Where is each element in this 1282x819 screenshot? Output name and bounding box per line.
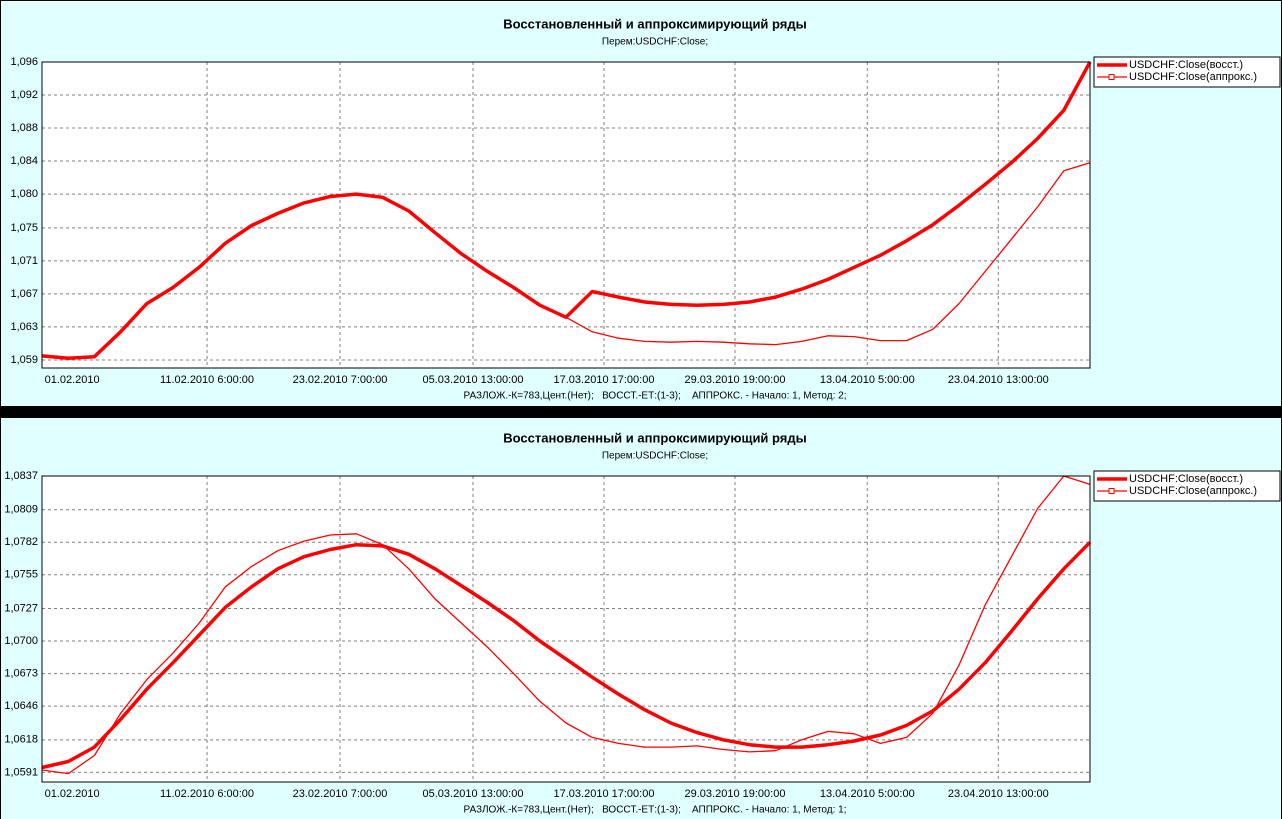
y-tick-label: 1,071 <box>10 255 38 267</box>
y-tick-label: 1,0618 <box>4 734 38 746</box>
y-tick-label: 1,084 <box>10 155 38 167</box>
plot-area <box>41 61 1091 369</box>
x-tick-label: 29.03.2010 19:00:00 <box>685 374 786 386</box>
y-tick-label: 1,080 <box>10 188 38 200</box>
x-tick-label: 05.03.2010 13:00:00 <box>423 374 524 386</box>
legend-label: USDCHF:Close(восст.) <box>1129 59 1243 71</box>
legend <box>1093 56 1281 88</box>
legend-marker <box>1108 74 1115 80</box>
plot-border <box>41 61 1091 369</box>
chart-subtitle: Перем:USDCHF:Close; <box>602 451 708 462</box>
y-tick-label: 1,075 <box>10 222 38 234</box>
legend <box>1093 470 1281 502</box>
legend-label: USDCHF:Close(аппрокс.) <box>1129 485 1257 497</box>
y-tick-label: 1,096 <box>10 56 38 68</box>
x-tick-label: 23.02.2010 7:00:00 <box>293 788 388 800</box>
chart-subtitle: Перем:USDCHF:Close; <box>602 37 708 48</box>
x-tick-label: 23.04.2010 13:00:00 <box>948 374 1049 386</box>
x-tick-label: 01.02.2010 <box>45 788 100 800</box>
y-tick-label: 1,0700 <box>4 635 38 647</box>
x-tick-label: 29.03.2010 19:00:00 <box>685 788 786 800</box>
legend-label: USDCHF:Close(восст.) <box>1129 473 1243 485</box>
y-tick-label: 1,0591 <box>4 766 38 778</box>
y-tick-label: 1,0755 <box>4 569 38 581</box>
y-tick-label: 1,092 <box>10 89 38 101</box>
footer: РАЗЛОЖ.-К=783,Цент.(Нет); ВОССТ.-ЕТ:(1-3… <box>463 391 846 402</box>
series-line <box>41 162 1091 359</box>
x-tick-label: 11.02.2010 6:00:00 <box>160 374 254 386</box>
y-tick-label: 1,0809 <box>4 504 38 516</box>
x-tick-label: 17.03.2010 17:00:00 <box>554 788 655 800</box>
chart-title: Восстановленный и аппроксимирующий ряды <box>503 16 807 31</box>
y-tick-label: 1,067 <box>10 288 38 300</box>
y-tick-label: 1,0646 <box>4 700 38 712</box>
y-tick-label: 1,0837 <box>4 470 38 482</box>
y-tick-label: 1,088 <box>10 122 38 134</box>
legend-label: USDCHF:Close(аппрокс.) <box>1129 71 1257 83</box>
x-tick-label: 23.04.2010 13:00:00 <box>948 788 1049 800</box>
y-tick-label: 1,063 <box>10 321 38 333</box>
x-tick-label: 11.02.2010 6:00:00 <box>160 788 254 800</box>
x-tick-label: 13.04.2010 5:00:00 <box>820 374 915 386</box>
legend-marker <box>1108 488 1115 494</box>
footer: РАЗЛОЖ.-К=783,Цент.(Нет); ВОССТ.-ЕТ:(1-3… <box>463 805 846 816</box>
y-tick-label: 1,059 <box>10 354 38 366</box>
y-tick-label: 1,0673 <box>4 667 38 679</box>
series-line <box>41 541 1092 770</box>
plot-area <box>41 475 1091 783</box>
plot-border <box>41 475 1091 783</box>
chart-title: Восстановленный и аппроксимирующий ряды <box>503 430 807 445</box>
x-tick-label: 05.03.2010 13:00:00 <box>423 788 524 800</box>
x-tick-label: 23.02.2010 7:00:00 <box>293 374 388 386</box>
y-tick-label: 1,0782 <box>4 536 38 548</box>
series-line <box>41 475 1091 775</box>
y-tick-label: 1,0727 <box>4 602 38 614</box>
x-tick-label: 17.03.2010 17:00:00 <box>554 374 655 386</box>
x-tick-label: 01.02.2010 <box>45 374 100 386</box>
x-tick-label: 13.04.2010 5:00:00 <box>820 788 915 800</box>
